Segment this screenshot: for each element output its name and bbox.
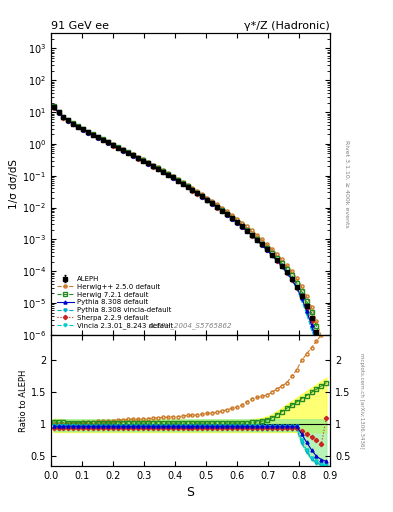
Herwig++ 2.5.0 default: [51, 104, 56, 110]
Sherpa 2.2.9 default: [56, 110, 61, 116]
Legend: ALEPH, Herwig++ 2.5.0 default, Herwig 7.2.1 default, Pythia 8.308 default, Pythi: ALEPH, Herwig++ 2.5.0 default, Herwig 7.…: [55, 274, 175, 331]
Line: Pythia 8.308 default: Pythia 8.308 default: [52, 106, 328, 383]
Y-axis label: mcplots.cern.ch [arXiv:1306.3436]: mcplots.cern.ch [arXiv:1306.3436]: [359, 353, 364, 448]
Vincia 2.3.01_8.243 default: [230, 216, 235, 222]
Vincia 2.3.01_8.243 default: [205, 197, 210, 203]
Pythia 8.308 default: [324, 379, 329, 385]
Sherpa 2.2.9 default: [324, 366, 329, 372]
Line: Herwig 7.2.1 default: Herwig 7.2.1 default: [52, 105, 328, 365]
Pythia 8.308 default: [56, 110, 61, 116]
Sherpa 2.2.9 default: [205, 198, 210, 204]
Line: Herwig++ 2.5.0 default: Herwig++ 2.5.0 default: [52, 105, 328, 358]
Vincia 2.3.01_8.243 default: [259, 242, 264, 248]
Pythia 8.308 default: [259, 242, 264, 248]
Sherpa 2.2.9 default: [259, 242, 264, 248]
Pythia 8.308 vincia-default: [51, 104, 56, 111]
Y-axis label: Rivet 3.1.10, ≥ 400k events: Rivet 3.1.10, ≥ 400k events: [344, 140, 349, 228]
Pythia 8.308 vincia-default: [259, 242, 264, 248]
Pythia 8.308 vincia-default: [205, 198, 210, 204]
Herwig++ 2.5.0 default: [220, 205, 224, 211]
Herwig 7.2.1 default: [51, 103, 56, 110]
Vincia 2.3.01_8.243 default: [51, 104, 56, 111]
Herwig++ 2.5.0 default: [205, 195, 210, 201]
Text: ALEPH_2004_S5765862: ALEPH_2004_S5765862: [149, 322, 232, 329]
Herwig++ 2.5.0 default: [56, 109, 61, 115]
Pythia 8.308 default: [220, 208, 224, 214]
Vincia 2.3.01_8.243 default: [56, 110, 61, 116]
Text: 91 GeV ee: 91 GeV ee: [51, 21, 109, 31]
Vincia 2.3.01_8.243 default: [220, 208, 224, 214]
Herwig 7.2.1 default: [220, 207, 224, 214]
Sherpa 2.2.9 default: [230, 216, 235, 222]
Herwig++ 2.5.0 default: [259, 236, 264, 242]
Text: γ*/Z (Hadronic): γ*/Z (Hadronic): [244, 21, 330, 31]
Pythia 8.308 vincia-default: [220, 208, 224, 215]
Pythia 8.308 vincia-default: [230, 216, 235, 222]
Vincia 2.3.01_8.243 default: [151, 163, 155, 169]
Herwig++ 2.5.0 default: [230, 212, 235, 218]
Pythia 8.308 default: [51, 104, 56, 111]
Herwig++ 2.5.0 default: [151, 162, 155, 168]
Herwig 7.2.1 default: [205, 197, 210, 203]
Pythia 8.308 default: [230, 216, 235, 222]
Y-axis label: 1/σ dσ/dS: 1/σ dσ/dS: [9, 159, 19, 209]
Herwig 7.2.1 default: [259, 241, 264, 247]
Line: Vincia 2.3.01_8.243 default: Vincia 2.3.01_8.243 default: [52, 106, 328, 386]
Sherpa 2.2.9 default: [151, 163, 155, 169]
Herwig 7.2.1 default: [230, 215, 235, 221]
Pythia 8.308 default: [151, 163, 155, 169]
Herwig 7.2.1 default: [56, 109, 61, 115]
Pythia 8.308 vincia-default: [324, 381, 329, 388]
Herwig++ 2.5.0 default: [324, 354, 329, 360]
Pythia 8.308 vincia-default: [151, 163, 155, 169]
Vincia 2.3.01_8.243 default: [324, 381, 329, 387]
Y-axis label: Ratio to ALEPH: Ratio to ALEPH: [19, 369, 28, 432]
Herwig 7.2.1 default: [324, 360, 329, 366]
Line: Pythia 8.308 vincia-default: Pythia 8.308 vincia-default: [52, 106, 328, 386]
Sherpa 2.2.9 default: [220, 208, 224, 215]
Line: Sherpa 2.2.9 default: Sherpa 2.2.9 default: [52, 106, 328, 370]
Pythia 8.308 default: [205, 197, 210, 203]
Pythia 8.308 vincia-default: [56, 110, 61, 116]
Sherpa 2.2.9 default: [51, 104, 56, 111]
X-axis label: S: S: [187, 486, 195, 499]
Herwig 7.2.1 default: [151, 163, 155, 169]
